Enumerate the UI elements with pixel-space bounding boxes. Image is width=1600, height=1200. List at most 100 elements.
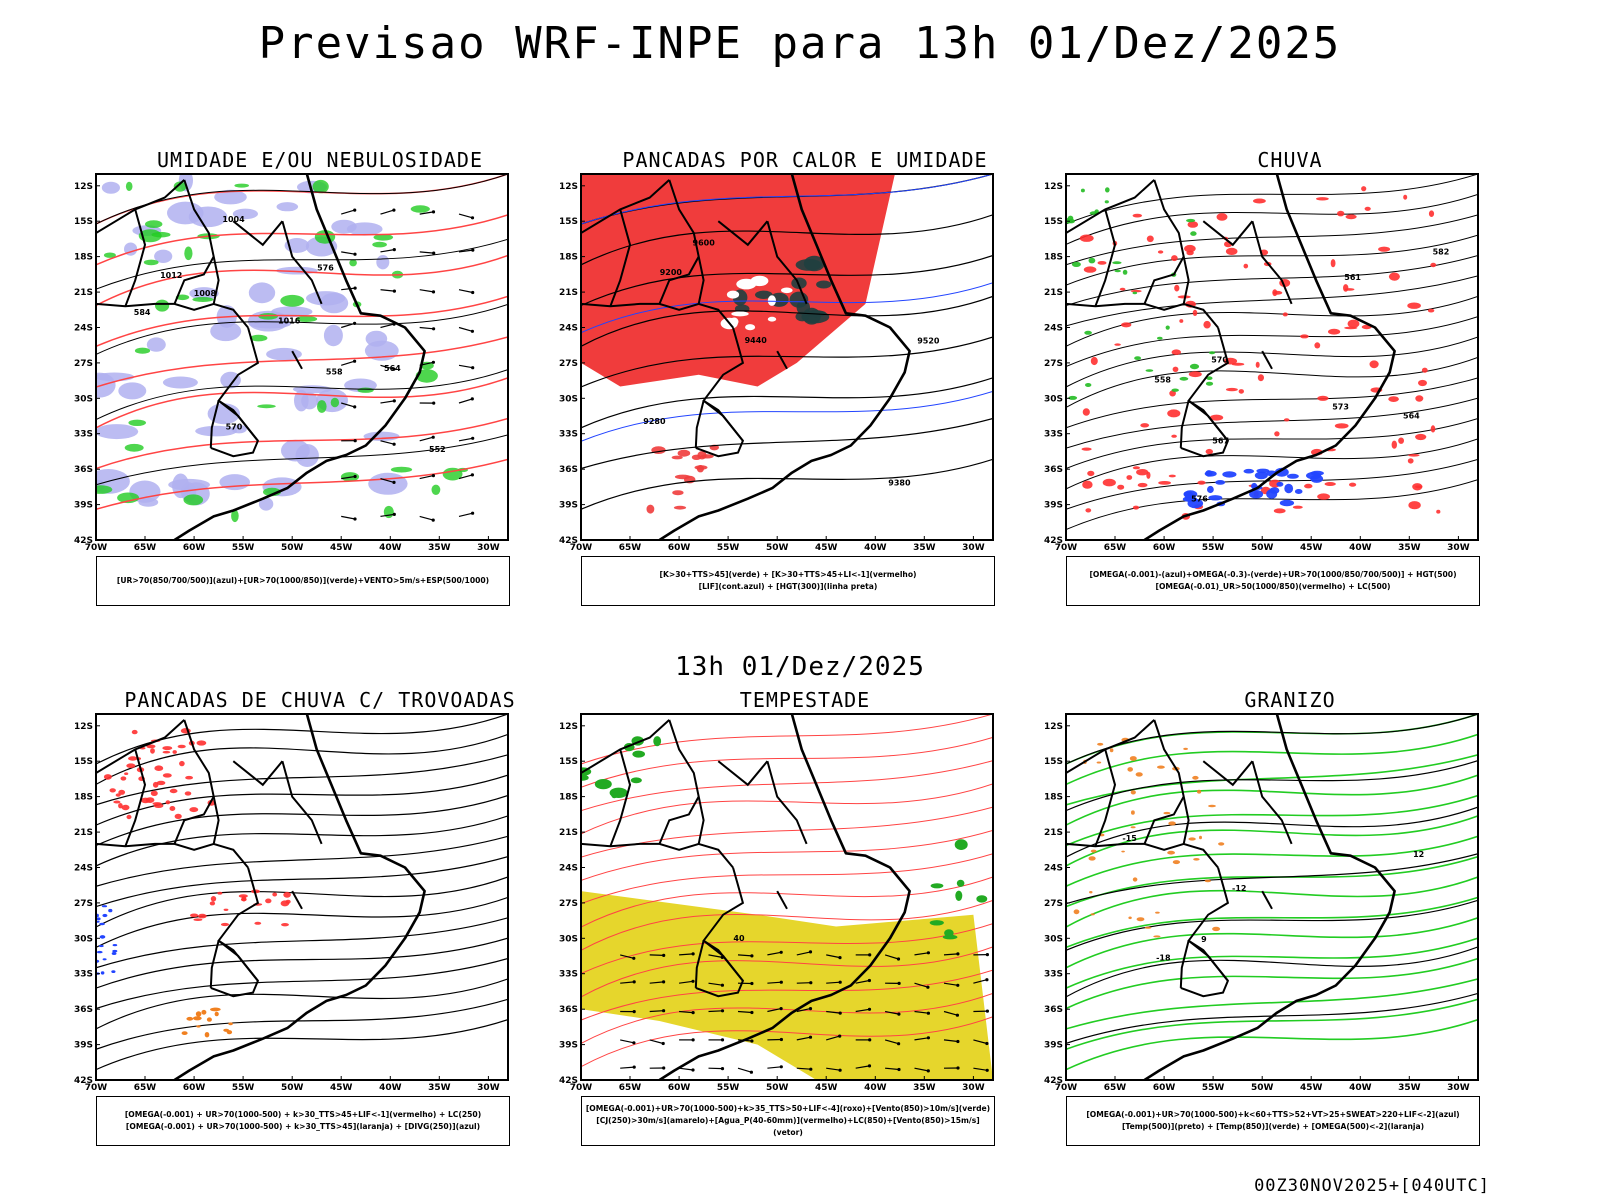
legend-text: [CJ(250)>30m/s](amarelo)+[Agua_P(40-60mm…	[596, 1116, 980, 1137]
wind-vector-head	[838, 956, 842, 960]
wind-vector	[973, 1039, 988, 1045]
field-patch	[1378, 246, 1391, 252]
field-patch	[1168, 474, 1176, 478]
contour-line	[96, 214, 508, 266]
lon-tick-label: 65W	[619, 1083, 642, 1093]
lat-tick-label: 33S	[1044, 970, 1063, 980]
field-patch	[96, 485, 113, 494]
panel-title: UMIDADE E/OU NEBULOSIDADE	[156, 148, 484, 172]
field-patch	[1157, 250, 1164, 254]
map-frame	[1065, 713, 1479, 1081]
contour-line	[1066, 479, 1478, 531]
lat-tick-label: 39S	[74, 501, 93, 511]
field-patch	[102, 913, 108, 918]
lat-tick-label: 39S	[1044, 1041, 1063, 1051]
contour-line	[1066, 876, 1478, 928]
lon-tick-label: 30W	[1447, 1083, 1470, 1093]
field-patch	[1187, 221, 1199, 228]
wind-vector	[679, 1010, 694, 1014]
wind-vector-head	[838, 1068, 842, 1072]
wind-vector-head	[779, 1007, 783, 1011]
field-patch	[254, 921, 262, 925]
wind-vector	[914, 952, 929, 956]
field-patch	[1114, 269, 1121, 273]
panel-pancadas-trovoadas: PANCADAS DE CHUVA C/ TROVOADAS 12S 15S 18S 2…	[70, 688, 570, 1168]
field-patch	[1109, 748, 1114, 753]
field-patch	[138, 497, 159, 507]
contour-line	[1066, 998, 1478, 1051]
contour-line	[96, 295, 508, 347]
wind-vector	[796, 951, 811, 956]
field-patch	[183, 494, 204, 506]
country-border	[173, 796, 215, 845]
field-patch	[312, 179, 329, 194]
contour-line	[1066, 397, 1478, 449]
field-patch	[594, 779, 612, 790]
wind-vector	[943, 982, 958, 986]
map-plot: 9600 9520 9440 9380 9280 9200 12S 15S 18S 21S 24S 2…	[559, 173, 994, 553]
contour-line	[581, 853, 993, 905]
field-patch	[1208, 804, 1216, 808]
contour-line	[1066, 917, 1478, 969]
coastline	[173, 714, 426, 1080]
field-patch	[195, 1011, 202, 1017]
lat-tick-label: 39S	[559, 501, 578, 511]
country-border	[766, 760, 808, 845]
wind-vector-head	[632, 1041, 636, 1045]
field-patch	[240, 897, 247, 902]
wind-vector	[796, 1036, 811, 1041]
field-patch	[1132, 213, 1142, 218]
country-border	[281, 220, 323, 305]
contour-label: 9600	[693, 239, 716, 248]
field-patch	[1255, 361, 1260, 368]
wind-vector-head	[985, 1009, 989, 1013]
contour-line	[96, 978, 508, 1030]
wind-vector-head	[897, 981, 901, 985]
contour-line	[1066, 853, 1478, 905]
country-border	[694, 400, 705, 448]
field-patch	[1187, 498, 1204, 509]
field-patch	[1300, 334, 1309, 339]
field-patch	[1089, 891, 1093, 894]
contour-label: 567	[1212, 437, 1229, 446]
field-patch	[1282, 312, 1288, 317]
wind-vector	[419, 326, 434, 330]
lat-tick-label: 21S	[559, 828, 578, 838]
field-patch	[210, 896, 217, 902]
field-patch	[126, 814, 132, 820]
wind-vector	[855, 979, 870, 984]
field-patch	[281, 923, 289, 927]
field-patch	[143, 259, 159, 266]
field-patch	[145, 220, 163, 228]
lon-tick-label: 30W	[962, 1083, 985, 1093]
lat-tick-label: 24S	[559, 864, 578, 874]
wind-vector	[884, 954, 899, 960]
field-patch	[1090, 913, 1095, 916]
contour-label: 564	[384, 364, 401, 373]
field-patch	[238, 894, 248, 898]
wind-vector	[649, 981, 664, 984]
contour-label: 584	[134, 308, 151, 317]
wind-vector-head	[431, 474, 435, 478]
wind-vector	[679, 980, 694, 984]
field-patch	[190, 913, 199, 918]
country-border	[581, 302, 699, 311]
field-patch	[258, 313, 278, 320]
field-patch	[1128, 916, 1132, 920]
field-patch	[1085, 383, 1092, 387]
field-patch	[146, 337, 166, 352]
wind-vector	[458, 512, 473, 517]
wind-vector-head	[867, 1064, 872, 1068]
field-patch	[185, 775, 193, 780]
wind-vector-head	[867, 978, 871, 983]
map-layers	[96, 174, 508, 540]
field-patch	[1203, 320, 1211, 329]
lat-tick-label: 33S	[74, 970, 93, 980]
field-patch	[1294, 489, 1303, 494]
lon-tick-label: 50W	[1251, 543, 1274, 553]
wind-vector	[341, 287, 356, 291]
legend-text: [UR>70(850/700/500)](azul)+[UR>70(1000/8…	[116, 576, 490, 585]
field-patch	[646, 504, 655, 514]
map-plot: 1008 1012 1016 1004 570 576 584 558 552 564 12S 15S…	[74, 173, 509, 553]
field-patch	[1391, 440, 1397, 449]
